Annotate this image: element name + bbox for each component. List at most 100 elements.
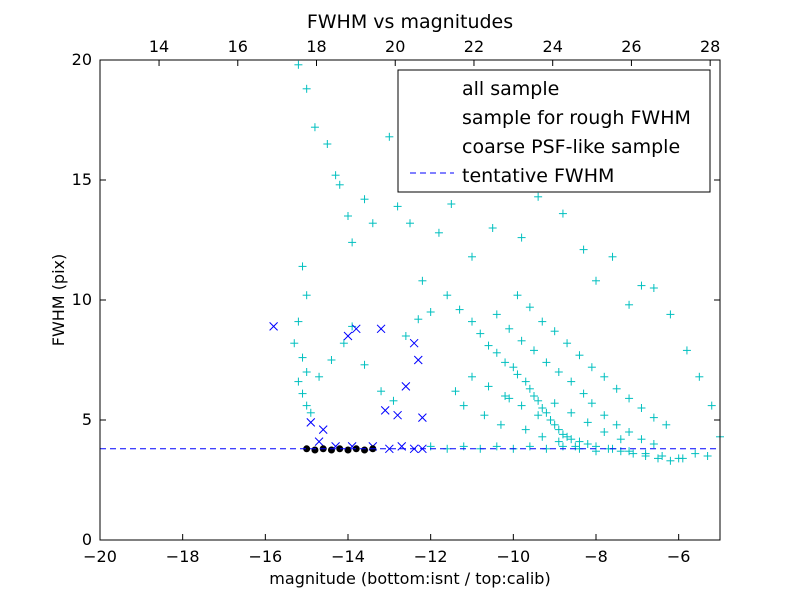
all-sample-point	[674, 454, 683, 463]
all-sample-point	[534, 192, 543, 201]
all-sample-point	[496, 420, 505, 429]
all-sample-point	[567, 377, 576, 386]
all-sample-point	[426, 308, 435, 316]
all-sample-point	[567, 435, 576, 444]
all-sample-point	[406, 219, 414, 228]
all-sample-point	[563, 432, 572, 441]
all-sample-point	[691, 449, 700, 458]
all-sample-point	[542, 358, 551, 367]
y-tick-label: 5	[82, 410, 92, 429]
all-sample-point	[468, 252, 476, 261]
rough-fwhm-point	[413, 355, 423, 365]
all-sample-point	[377, 387, 386, 396]
all-sample-point	[488, 224, 497, 232]
all-sample-point	[492, 310, 501, 319]
all-sample-point	[434, 228, 443, 237]
all-sample-point	[389, 396, 398, 405]
all-sample-point	[682, 346, 691, 355]
all-sample-point	[509, 363, 518, 372]
all-sample-point	[492, 442, 501, 451]
all-sample-point	[525, 384, 534, 393]
all-sample-point	[298, 353, 307, 362]
top-x-tick-label: 18	[306, 37, 326, 56]
all-sample-point	[294, 60, 303, 69]
all-sample-point	[542, 408, 551, 417]
x-axis-label: magnitude (bottom:isnt / top:calib)	[269, 569, 550, 588]
all-sample-point	[393, 202, 402, 211]
rough-fwhm-point	[409, 338, 419, 348]
x-tick-label: −10	[496, 547, 530, 566]
all-sample-point	[600, 428, 609, 436]
data-layer	[100, 60, 724, 465]
all-sample-point	[563, 339, 572, 348]
all-sample-point	[534, 411, 543, 420]
all-sample-point	[302, 401, 311, 410]
all-sample-point	[339, 339, 348, 348]
top-x-tick-label: 24	[543, 37, 563, 56]
all-sample-point	[315, 372, 324, 381]
all-sample-point	[323, 140, 332, 148]
all-sample-point	[414, 315, 423, 324]
all-sample-point	[459, 401, 468, 410]
rough-fwhm-point	[393, 410, 402, 420]
all-sample-point	[385, 132, 394, 141]
legend-box	[397, 69, 711, 193]
all-sample-point	[550, 420, 559, 429]
all-sample-point	[530, 392, 538, 400]
all-sample-point	[583, 440, 592, 448]
legend-label: tentative FWHM	[462, 165, 614, 187]
all-sample-point	[707, 401, 716, 410]
x-tick-label: −8	[584, 547, 608, 566]
top-x-tick-label: 26	[621, 37, 641, 56]
psf-like-point	[344, 446, 352, 454]
y-axis-label: FWHM (pix)	[49, 254, 68, 347]
all-sample-point	[401, 332, 410, 340]
all-sample-point	[575, 351, 584, 360]
rough-fwhm-point	[401, 382, 411, 391]
all-sample-point	[579, 245, 588, 254]
all-sample-point	[480, 411, 489, 420]
psf-like-point	[327, 446, 335, 454]
all-sample-point	[484, 382, 493, 391]
rough-fwhm-point	[306, 418, 316, 427]
top-x-tick-label: 16	[228, 37, 248, 56]
all-sample-point	[360, 195, 369, 204]
x-tick-label: −12	[414, 547, 448, 566]
all-sample-point	[501, 392, 510, 400]
all-sample-point	[538, 404, 547, 412]
y-tick-label: 15	[72, 170, 92, 189]
all-sample-point	[501, 358, 510, 367]
all-sample-point	[418, 276, 427, 285]
all-sample-point	[625, 300, 634, 309]
rough-fwhm-point	[351, 324, 361, 334]
all-sample-point	[468, 317, 476, 326]
all-sample-point	[641, 449, 650, 458]
y-tick-label: 20	[72, 50, 92, 69]
all-sample-point	[447, 200, 456, 208]
all-sample-point	[629, 449, 638, 458]
y-tick-label: 10	[72, 290, 92, 309]
all-sample-point	[443, 291, 452, 300]
all-sample-point	[592, 276, 600, 285]
all-sample-point	[554, 425, 563, 434]
all-sample-point	[455, 305, 464, 314]
all-sample-point	[476, 329, 485, 338]
rough-fwhm-point	[380, 406, 390, 415]
all-sample-point	[703, 452, 712, 460]
all-sample-point	[608, 252, 617, 261]
all-sample-point	[294, 317, 303, 326]
all-sample-point	[368, 219, 377, 228]
all-sample-point	[521, 377, 530, 386]
all-sample-point	[302, 368, 311, 376]
rough-fwhm-point	[418, 413, 427, 422]
psf-like-point	[352, 445, 360, 453]
all-sample-point	[306, 408, 315, 417]
all-sample-point	[637, 281, 646, 290]
all-sample-point	[290, 339, 299, 348]
all-sample-point	[298, 389, 307, 398]
all-sample-point	[612, 384, 621, 393]
all-sample-point	[521, 425, 530, 434]
all-sample-point	[517, 233, 526, 242]
